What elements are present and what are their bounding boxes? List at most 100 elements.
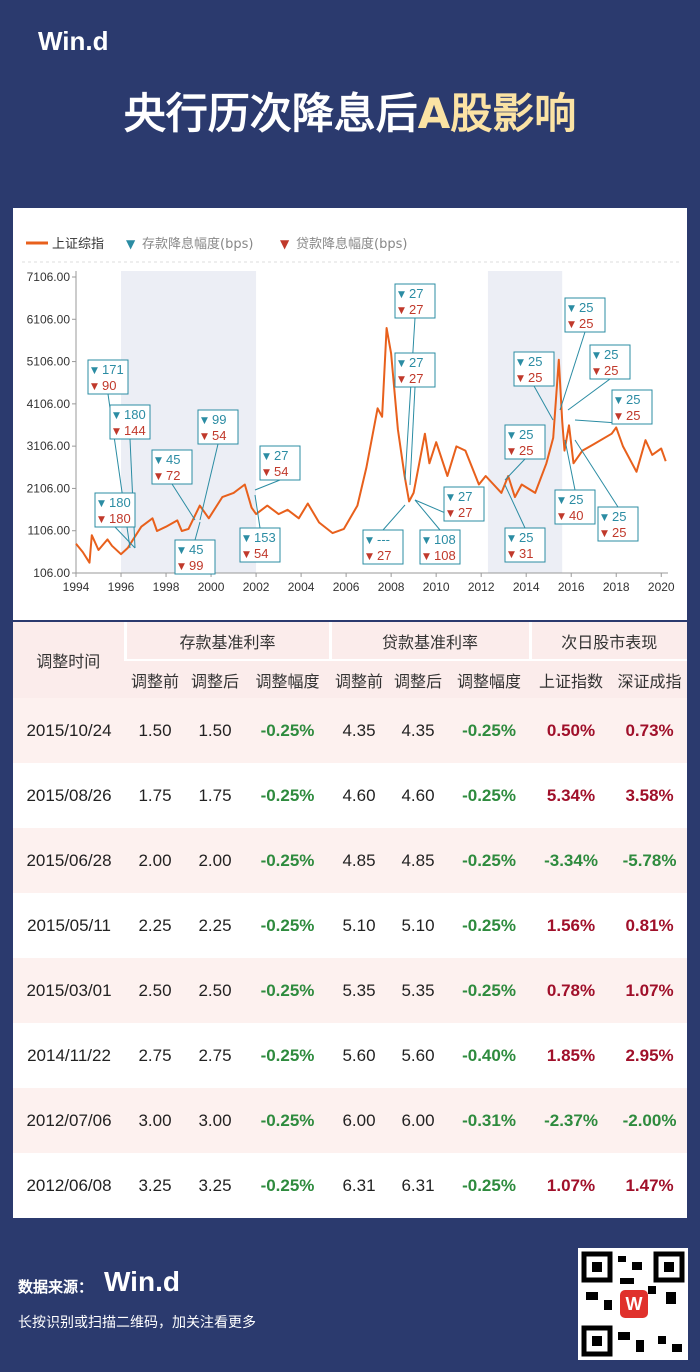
- annotation-box: [394, 352, 436, 388]
- data-row: 2015/06/28 2.00 2.00 -0.25% 4.85 4.85 -0.25% -3…: [13, 828, 688, 893]
- annotation-loan: 27: [458, 505, 472, 520]
- y-tick-label: 1106.00: [28, 524, 71, 538]
- cell: 1.75: [185, 763, 245, 828]
- cell: 2015/03/01: [13, 958, 125, 1023]
- annotation-deposit: 25: [519, 530, 533, 545]
- x-tick-label: 2016: [558, 580, 585, 594]
- annotation-marker: ▼: [601, 513, 608, 523]
- header-row: 调整时间 存款基准利率 贷款基准利率 次日股市表现: [13, 622, 688, 698]
- leader-line: [194, 521, 201, 541]
- y-tick-label: 2106.00: [27, 481, 71, 495]
- annotation-loan: 90: [102, 378, 116, 393]
- annotation-marker: ▼: [517, 358, 524, 368]
- annotation-box: [94, 492, 136, 528]
- cell: -0.25%: [245, 763, 331, 828]
- annotation-loan: 25: [579, 316, 593, 331]
- leader-line: [254, 479, 281, 491]
- annotation-loan: 25: [626, 408, 640, 423]
- x-tick-label: 2018: [603, 580, 630, 594]
- annotation-marker: ▼: [398, 306, 405, 316]
- annotation-deposit: 180: [109, 495, 131, 510]
- annotation-deposit: 171: [102, 362, 124, 377]
- annotation-marker: ▼: [243, 534, 250, 544]
- cell: 2.75: [185, 1023, 245, 1088]
- annotation-deposit: 108: [434, 532, 456, 547]
- data-row: 2014/11/22 2.75 2.75 -0.25% 5.60 5.60 -0.40% 1.…: [13, 1023, 688, 1088]
- y-tick-label: 5106.00: [27, 355, 71, 369]
- leader-line: [567, 378, 611, 411]
- annotation-loan: 40: [569, 508, 583, 523]
- annotation-marker: ▼: [263, 452, 270, 462]
- legend-label: 贷款降息幅度(bps): [296, 236, 407, 252]
- annotation-marker: ▼: [398, 375, 405, 385]
- brand: Win.d: [38, 26, 109, 56]
- annotation-marker: ▼: [113, 427, 120, 437]
- cell: -0.25%: [448, 958, 531, 1023]
- cell: -0.25%: [448, 828, 531, 893]
- annotation-box: [174, 539, 216, 575]
- annotation-deposit: 25: [579, 300, 593, 315]
- annotation-marker: ▼: [558, 496, 565, 506]
- cell: -0.25%: [448, 698, 531, 763]
- annotation-loan: 25: [612, 525, 626, 540]
- annotation-loan: 180: [109, 511, 131, 526]
- shaded-period: [487, 271, 563, 573]
- annotation-loan: 72: [166, 468, 180, 483]
- cell: -0.25%: [245, 1088, 331, 1153]
- leader-line: [559, 331, 586, 411]
- annotation-loan: 25: [519, 443, 533, 458]
- x-tick-label: 2014: [513, 580, 540, 594]
- annotation-loan: 25: [604, 363, 618, 378]
- cell: -0.25%: [245, 958, 331, 1023]
- annotation-marker: ▼: [201, 416, 208, 426]
- cell: 2015/10/24: [13, 698, 125, 763]
- cell: 4.35: [388, 698, 449, 763]
- y-tick-label: 6106.00: [27, 312, 71, 326]
- annotation-deposit: 27: [409, 286, 423, 301]
- cell: 2.50: [185, 958, 245, 1023]
- annotation-deposit: 45: [189, 542, 203, 557]
- x-tick-label: 2006: [333, 580, 360, 594]
- cell: -2.37%: [530, 1088, 613, 1153]
- column-header: 调整后: [185, 660, 245, 698]
- cell: 6.00: [388, 1088, 449, 1153]
- column-header: 调整后: [388, 660, 449, 698]
- annotation-loan: 99: [189, 558, 203, 573]
- chart: 上证综指 ▼ 存款降息幅度(bps) ▼ 贷款降息幅度(bps) 106.001…: [13, 208, 687, 620]
- cell: 3.00: [185, 1088, 245, 1153]
- leader-line: [409, 386, 416, 486]
- source-label: 数据来源：: [18, 1278, 94, 1296]
- annotation-marker: ▼: [423, 536, 430, 546]
- leader-line: [574, 439, 619, 508]
- annotation-deposit: 180: [124, 407, 146, 422]
- cell: 0.78%: [530, 958, 613, 1023]
- legend-label: 上证综指: [52, 237, 104, 252]
- cell: 1.50: [125, 698, 185, 763]
- annotation-marker: ▼: [508, 447, 515, 457]
- cell: 3.00: [125, 1088, 185, 1153]
- leader-line: [171, 483, 196, 521]
- x-tick-label: 1994: [63, 580, 90, 594]
- column-header: 调整前: [125, 660, 185, 698]
- annotation-box: [197, 409, 239, 445]
- annotation-loan: 54: [254, 546, 268, 561]
- leader-line: [114, 526, 136, 549]
- index-line: [75, 327, 667, 564]
- cell: 4.35: [330, 698, 389, 763]
- group-header: 贷款基准利率: [328, 622, 531, 661]
- data-row: 2012/07/06 3.00 3.00 -0.25% 6.00 6.00 -0.31% -2…: [13, 1088, 688, 1153]
- annotation-deposit: 27: [458, 489, 472, 504]
- annotation-marker: ▼: [113, 411, 120, 421]
- annotation-box: [513, 351, 555, 387]
- annotation-box: [504, 527, 546, 563]
- annotation-marker: ▼: [98, 499, 105, 509]
- cell: 5.60: [388, 1023, 449, 1088]
- annotation-deposit: 25: [528, 354, 542, 369]
- y-tick-label: 7106.00: [27, 270, 71, 284]
- x-tick-label: 2010: [423, 580, 450, 594]
- cell: 2015/05/11: [13, 893, 125, 958]
- svg-text:W: W: [626, 1294, 643, 1314]
- annotation-deposit: 25: [604, 347, 618, 362]
- cell: 2015/06/28: [13, 828, 125, 893]
